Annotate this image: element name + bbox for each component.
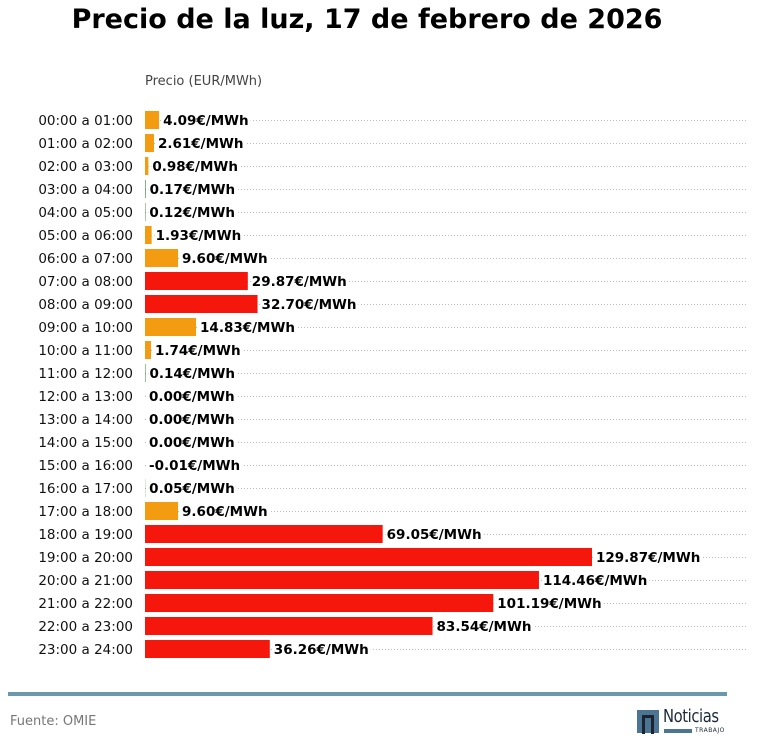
data-label-bg — [148, 412, 237, 428]
logo-subtitle: TRABAJO — [695, 727, 725, 734]
data-label-bg — [148, 389, 237, 405]
logo-underline — [664, 729, 692, 733]
bar — [145, 594, 494, 612]
data-label: 83.54€/MWh — [437, 619, 532, 635]
data-label-bg — [148, 435, 237, 451]
data-label-bg — [595, 550, 703, 566]
bar — [145, 640, 270, 658]
data-label-bg — [541, 573, 650, 589]
bar — [145, 617, 433, 635]
data-label: 0.98€/MWh — [152, 159, 238, 175]
data-label: 14.83€/MWh — [200, 320, 295, 336]
bar — [145, 111, 160, 129]
bar — [145, 548, 592, 566]
data-label-bg — [435, 619, 534, 635]
data-label: 4.09€/MWh — [163, 113, 249, 129]
bar — [145, 571, 539, 589]
category-label: 23:00 a 24:00 — [38, 642, 133, 658]
data-label: 0.14€/MWh — [149, 366, 235, 382]
logo-n-icon — [637, 710, 659, 734]
bar — [145, 249, 179, 267]
data-label-bg — [181, 504, 270, 520]
bar — [145, 134, 154, 152]
data-label-bg — [385, 527, 484, 543]
category-label: 01:00 a 02:00 — [38, 136, 133, 152]
data-label: 114.46€/MWh — [543, 573, 647, 589]
category-label: 21:00 a 22:00 — [38, 596, 133, 612]
category-label: 11:00 a 12:00 — [38, 366, 133, 382]
data-label-bg — [151, 159, 240, 175]
data-label: 0.00€/MWh — [149, 435, 235, 451]
category-label: 07:00 a 08:00 — [38, 274, 133, 290]
category-label: 12:00 a 13:00 — [38, 389, 133, 405]
data-label-bg — [272, 642, 371, 658]
data-label-bg — [148, 205, 237, 221]
data-label: 32.70€/MWh — [262, 297, 357, 313]
category-label: 10:00 a 11:00 — [38, 343, 133, 359]
category-label: 16:00 a 17:00 — [38, 481, 133, 497]
data-label-bg — [199, 320, 298, 336]
footer-divider — [8, 692, 727, 696]
data-label: 0.17€/MWh — [150, 182, 236, 198]
category-label: 08:00 a 09:00 — [38, 297, 133, 313]
category-label: 03:00 a 04:00 — [38, 182, 133, 198]
data-label: 2.61€/MWh — [158, 136, 244, 152]
category-label: 13:00 a 14:00 — [38, 412, 133, 428]
category-label: 09:00 a 10:00 — [38, 320, 133, 336]
data-label: 36.26€/MWh — [274, 642, 369, 658]
data-label-bg — [154, 228, 244, 244]
data-label-bg — [162, 113, 251, 129]
data-label: 1.74€/MWh — [155, 343, 241, 359]
data-label: 29.87€/MWh — [252, 274, 347, 290]
noticias-trabajo-logo: Noticias TRABAJO — [637, 706, 729, 735]
data-label: 1.93€/MWh — [156, 228, 242, 244]
category-label: 17:00 a 18:00 — [38, 504, 133, 520]
bar — [145, 525, 383, 543]
bar-chart: 00:00 a 01:00 4.09€/MWh 01:00 a 02:00 2.61€… — [38, 111, 747, 658]
category-label: 00:00 a 01:00 — [38, 113, 133, 129]
category-label: 19:00 a 20:00 — [38, 550, 133, 566]
data-label-bg — [496, 596, 604, 612]
category-label: 02:00 a 03:00 — [38, 159, 133, 175]
data-label-bg — [148, 458, 243, 474]
data-label-bg — [148, 366, 238, 382]
data-label-bg — [148, 182, 238, 198]
data-label: 9.60€/MWh — [182, 504, 268, 520]
data-label: 9.60€/MWh — [182, 251, 268, 267]
x-axis-label: Precio (EUR/MWh) — [145, 74, 263, 89]
data-label: 0.12€/MWh — [149, 205, 235, 221]
bar — [145, 272, 248, 290]
data-label: 69.05€/MWh — [387, 527, 482, 543]
category-label: 04:00 a 05:00 — [38, 205, 133, 221]
data-label-bg — [148, 481, 237, 497]
bar — [145, 226, 152, 244]
category-label: 22:00 a 23:00 — [38, 619, 133, 635]
data-label: 0.00€/MWh — [149, 412, 235, 428]
bar — [145, 157, 149, 175]
data-label: 0.05€/MWh — [149, 481, 235, 497]
data-label: 0.00€/MWh — [149, 389, 235, 405]
logo-word: Noticias — [663, 706, 719, 727]
category-label: 20:00 a 21:00 — [38, 573, 133, 589]
chart-title: Precio de la luz, 17 de febrero de 2026 — [71, 4, 663, 35]
bar — [145, 295, 258, 313]
data-label-bg — [250, 274, 349, 290]
data-label-bg — [156, 136, 246, 152]
data-label-bg — [153, 343, 243, 359]
bar — [145, 318, 197, 336]
data-label: 129.87€/MWh — [596, 550, 700, 566]
bar — [145, 180, 146, 198]
bar — [145, 341, 151, 359]
category-label: 14:00 a 15:00 — [38, 435, 133, 451]
category-label: 05:00 a 06:00 — [38, 228, 133, 244]
category-label: 18:00 a 19:00 — [38, 527, 133, 543]
data-label-bg — [181, 251, 270, 267]
bar — [145, 502, 179, 520]
category-label: 06:00 a 07:00 — [38, 251, 133, 267]
data-label: 101.19€/MWh — [497, 596, 601, 612]
category-label: 15:00 a 16:00 — [38, 458, 133, 474]
data-label-bg — [260, 297, 359, 313]
source-note: Fuente: OMIE — [10, 714, 97, 729]
data-label: -0.01€/MWh — [149, 458, 240, 474]
